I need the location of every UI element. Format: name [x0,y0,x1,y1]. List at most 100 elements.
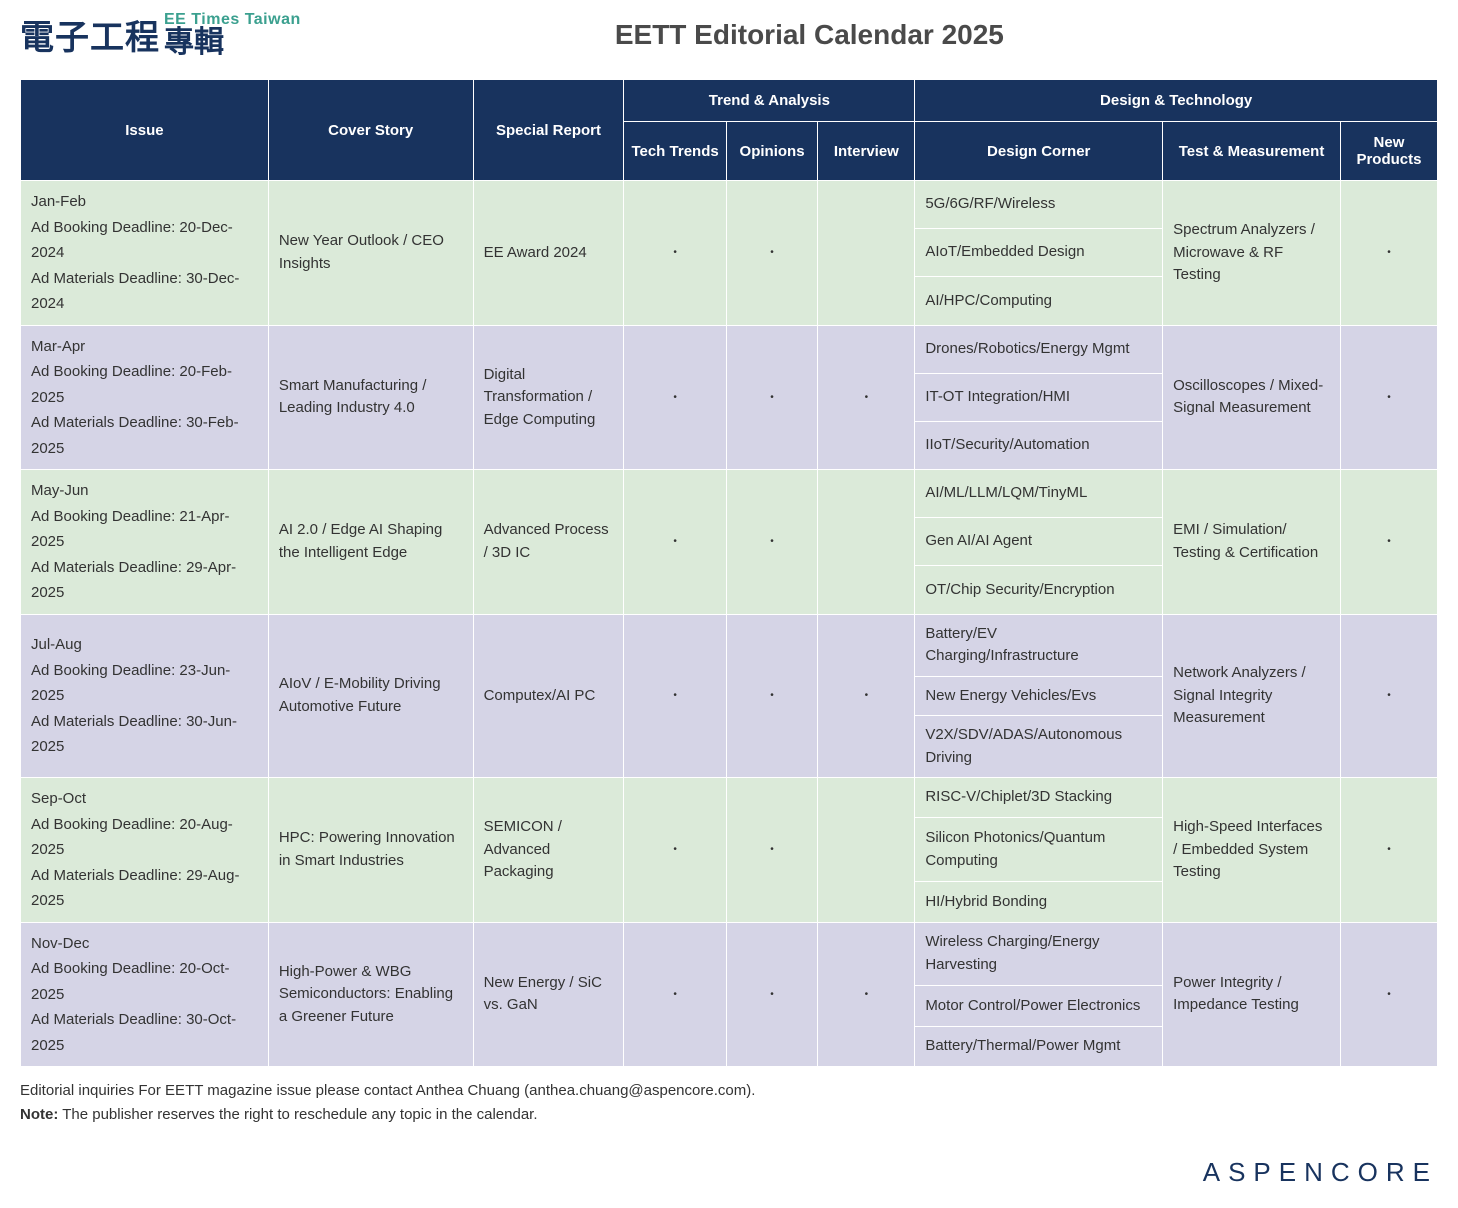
cell-cover: New Year Outlook / CEO Insights [268,181,473,326]
brand-footer: ASPENCORE [20,1157,1438,1188]
footer-note-text: The publisher reserves the right to resc… [58,1106,537,1123]
cell-special: SEMICON / Advanced Packaging [473,778,624,923]
booking-deadline: Ad Booking Deadline: 20-Oct-2025 [31,956,258,1007]
cell-design: IIoT/Security/Automation [915,421,1163,469]
cell-tech: • [624,614,726,778]
cell-special: EE Award 2024 [473,181,624,326]
cell-design: Wireless Charging/Energy Harvesting [915,922,1163,986]
cell-test: Network Analyzers / Signal Integrity Mea… [1163,614,1341,778]
table-row: Sep-OctAd Booking Deadline: 20-Aug-2025A… [21,778,1438,818]
cell-cover: AI 2.0 / Edge AI Shaping the Intelligent… [268,470,473,615]
footer-inquiry: Editorial inquiries For EETT magazine is… [20,1079,1438,1103]
cell-tech: • [624,325,726,470]
issue-period: May-Jun [31,478,258,504]
logo-cn-main: 電子工程 [20,10,160,59]
cell-special: New Energy / SiC vs. GaN [473,922,624,1067]
issue-period: Jan-Feb [31,189,258,215]
cell-design: 5G/6G/RF/Wireless [915,181,1163,229]
th-issue: Issue [21,80,269,181]
cell-intv [818,778,915,923]
cell-opin: • [726,470,818,615]
cell-design: Motor Control/Power Electronics [915,986,1163,1026]
issue-period: Mar-Apr [31,334,258,360]
table-row: Jan-FebAd Booking Deadline: 20-Dec-2024A… [21,181,1438,229]
table-header: Issue Cover Story Special Report Trend &… [21,80,1438,181]
issue-period: Sep-Oct [31,786,258,812]
materials-deadline: Ad Materials Deadline: 29-Apr-2025 [31,555,258,606]
cell-test: Spectrum Analyzers / Microwave & RF Test… [1163,181,1341,326]
cell-tech: • [624,922,726,1067]
cell-design: Drones/Robotics/Energy Mgmt [915,325,1163,373]
cell-test: High-Speed Interfaces / Embedded System … [1163,778,1341,923]
cell-test: EMI / Simulation/ Testing & Certificatio… [1163,470,1341,615]
cell-issue: May-JunAd Booking Deadline: 21-Apr-2025A… [21,470,269,615]
cell-design: Battery/EV Charging/Infrastructure [915,614,1163,676]
logo-cn-sub: 專輯 [164,28,301,58]
cell-design: HI/Hybrid Bonding [915,882,1163,923]
cell-tech: • [624,778,726,923]
cell-design: RISC-V/Chiplet/3D Stacking [915,778,1163,818]
cell-issue: Nov-DecAd Booking Deadline: 20-Oct-2025A… [21,922,269,1067]
cell-tech: • [624,181,726,326]
cell-issue: Jul-AugAd Booking Deadline: 23-Jun-2025A… [21,614,269,778]
cell-design: Gen AI/AI Agent [915,518,1163,566]
cell-opin: • [726,614,818,778]
cell-newprod: • [1340,325,1437,470]
cell-newprod: • [1340,922,1437,1067]
cell-intv [818,181,915,326]
materials-deadline: Ad Materials Deadline: 30-Feb-2025 [31,410,258,461]
table-row: Mar-AprAd Booking Deadline: 20-Feb-2025A… [21,325,1438,373]
logo: 電子工程 EE Times Taiwan 專輯 [20,10,301,59]
th-cover: Cover Story [268,80,473,181]
cell-newprod: • [1340,470,1437,615]
cell-design: OT/Chip Security/Encryption [915,566,1163,614]
booking-deadline: Ad Booking Deadline: 20-Aug-2025 [31,812,258,863]
th-interview: Interview [818,122,915,181]
table-row: Nov-DecAd Booking Deadline: 20-Oct-2025A… [21,922,1438,986]
cell-opin: • [726,922,818,1067]
th-new-products: New Products [1340,122,1437,181]
issue-period: Jul-Aug [31,632,258,658]
cell-cover: Smart Manufacturing / Leading Industry 4… [268,325,473,470]
materials-deadline: Ad Materials Deadline: 29-Aug-2025 [31,863,258,914]
booking-deadline: Ad Booking Deadline: 20-Dec-2024 [31,215,258,266]
th-design-group: Design & Technology [915,80,1438,122]
cell-issue: Jan-FebAd Booking Deadline: 20-Dec-2024A… [21,181,269,326]
th-opinions: Opinions [726,122,818,181]
cell-tech: • [624,470,726,615]
table-body: Jan-FebAd Booking Deadline: 20-Dec-2024A… [21,181,1438,1067]
top-bar: 電子工程 EE Times Taiwan 專輯 EETT Editorial C… [20,10,1438,59]
footer-notes: Editorial inquiries For EETT magazine is… [20,1079,1438,1127]
cell-newprod: • [1340,181,1437,326]
footer-note: Note: The publisher reserves the right t… [20,1103,1438,1127]
cell-design: Battery/Thermal/Power Mgmt [915,1026,1163,1067]
cell-special: Computex/AI PC [473,614,624,778]
cell-design: New Energy Vehicles/Evs [915,676,1163,716]
editorial-calendar-table: Issue Cover Story Special Report Trend &… [20,79,1438,1067]
booking-deadline: Ad Booking Deadline: 20-Feb-2025 [31,359,258,410]
cell-design: AI/HPC/Computing [915,277,1163,325]
table-row: May-JunAd Booking Deadline: 21-Apr-2025A… [21,470,1438,518]
cell-newprod: • [1340,614,1437,778]
cell-design: V2X/SDV/ADAS/Autonomous Driving [915,716,1163,778]
cell-special: Advanced Process / 3D IC [473,470,624,615]
cell-issue: Sep-OctAd Booking Deadline: 20-Aug-2025A… [21,778,269,923]
cell-cover: High-Power & WBG Semiconductors: Enablin… [268,922,473,1067]
materials-deadline: Ad Materials Deadline: 30-Jun-2025 [31,709,258,760]
cell-newprod: • [1340,778,1437,923]
table-row: Jul-AugAd Booking Deadline: 23-Jun-2025A… [21,614,1438,676]
cell-intv: • [818,922,915,1067]
booking-deadline: Ad Booking Deadline: 21-Apr-2025 [31,504,258,555]
th-special: Special Report [473,80,624,181]
cell-design: AIoT/Embedded Design [915,229,1163,277]
footer-note-label: Note: [20,1106,58,1123]
cell-opin: • [726,181,818,326]
th-test-meas: Test & Measurement [1163,122,1341,181]
materials-deadline: Ad Materials Deadline: 30-Dec-2024 [31,266,258,317]
th-tech-trends: Tech Trends [624,122,726,181]
cell-opin: • [726,778,818,923]
logo-en-wrap: EE Times Taiwan 專輯 [164,12,301,58]
cell-cover: AIoV / E-Mobility Driving Automotive Fut… [268,614,473,778]
cell-design: AI/ML/LLM/LQM/TinyML [915,470,1163,518]
th-trend-group: Trend & Analysis [624,80,915,122]
